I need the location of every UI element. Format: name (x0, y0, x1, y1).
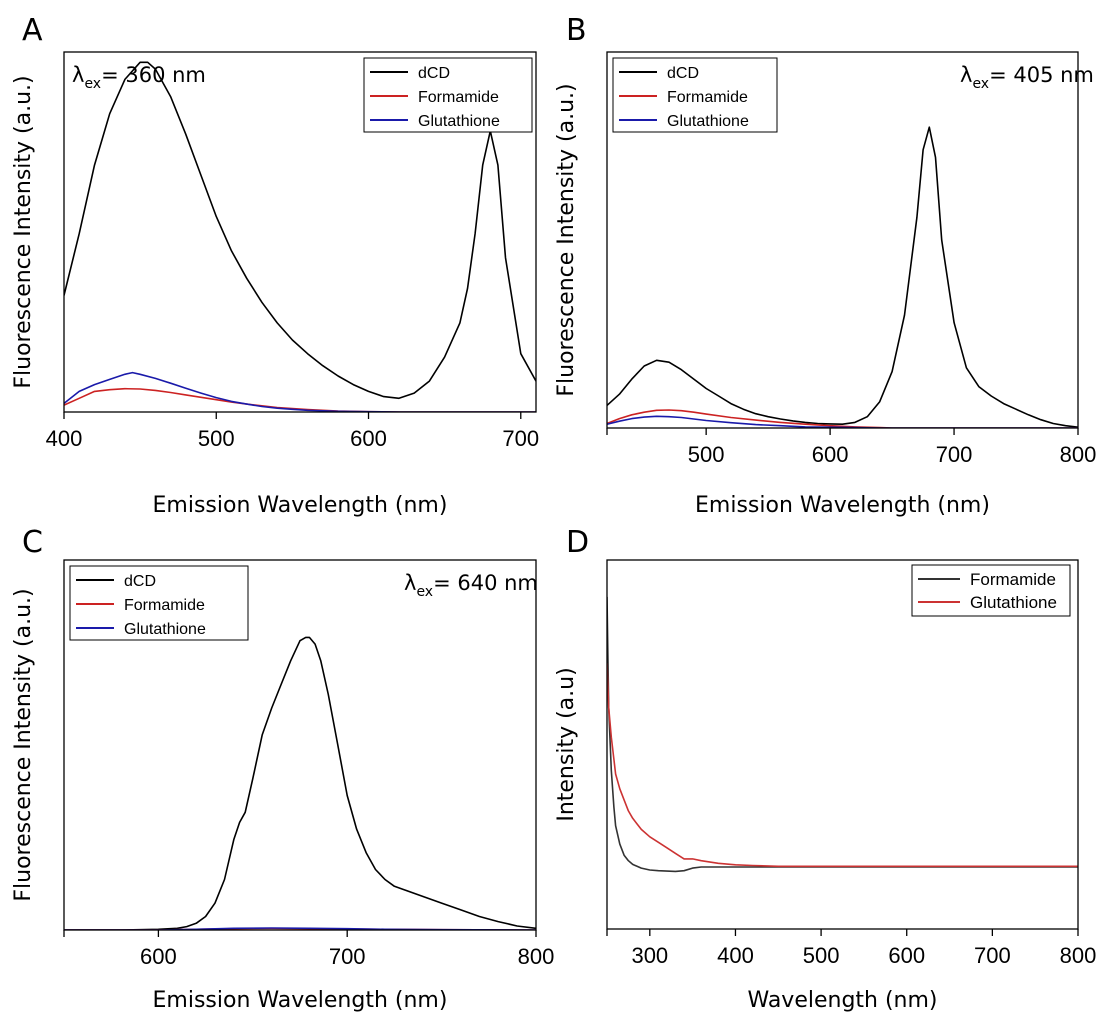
legend-entry: dCD (418, 65, 450, 82)
x-tick-label: 600 (350, 426, 387, 451)
x-axis-title: Emission Wavelength (nm) (695, 493, 990, 518)
x-tick-label: 700 (502, 426, 539, 451)
plot-frame (63, 51, 537, 413)
x-tick-label: 400 (46, 426, 83, 451)
panel-label: B (566, 13, 587, 48)
panel-d: D 300 400 500 600 700 800 Wavelength (nm) Intens… (554, 525, 1096, 1013)
legend-entry: dCD (124, 573, 156, 590)
legend-entry: Glutathione (970, 593, 1057, 612)
x-tick-label: 600 (812, 442, 849, 467)
panel-a: A 400 500 600 700 Emission Wavelength (nm) Flu… (11, 13, 539, 518)
plot-frame (606, 51, 1079, 429)
y-axis-title: Fluorescence Intensity (a.u.) (11, 75, 36, 388)
plot-frame (606, 559, 1079, 930)
panel-c: C 600 700 800 Emission Wavelength (nm) Fluore… (11, 525, 554, 1013)
legend-entry: Formamide (970, 570, 1056, 589)
x-axis-title: Wavelength (nm) (747, 988, 937, 1013)
x-tick-label: 700 (936, 442, 973, 467)
x-tick-label: 800 (518, 944, 555, 969)
series-line-glutathione (607, 415, 1078, 428)
panel-b: B 500 600 700 800 Emission Wavelength (nm) Flu… (554, 13, 1096, 518)
legend-entry: Glutathione (418, 113, 500, 130)
y-axis-title: Fluorescence Intensity (a.u.) (11, 588, 36, 901)
series-line-glutathione (64, 371, 536, 412)
series-line-glutathione (607, 663, 1078, 868)
y-axis-title: Fluorescence Intensity (a.u.) (554, 83, 579, 396)
legend: dCD Formamide Glutathione (69, 565, 249, 641)
x-tick-label: 800 (1060, 943, 1097, 968)
legend-entry: Glutathione (124, 621, 206, 638)
series-line-dcd (607, 126, 1078, 428)
excitation-annotation: λex= 640 nm (404, 571, 538, 600)
series-line-formamide (607, 409, 1078, 428)
x-tick-label: 700 (329, 944, 366, 969)
series-line-formamide (64, 387, 536, 412)
plot-frame (63, 559, 537, 931)
x-tick-label: 700 (974, 943, 1011, 968)
legend-entry: dCD (667, 65, 699, 82)
x-tick-label: 500 (198, 426, 235, 451)
x-axis-title: Emission Wavelength (nm) (153, 988, 448, 1013)
legend: dCD Formamide Glutathione (363, 57, 533, 133)
x-tick-label: 500 (688, 442, 725, 467)
series-line-dcd (64, 61, 536, 400)
panel-label: A (22, 13, 43, 48)
x-tick-label: 300 (631, 943, 668, 968)
panel-label: C (22, 525, 43, 560)
series-line-formamide (607, 596, 1078, 873)
y-axis-title: Intensity (a.u) (554, 667, 579, 821)
legend-entry: Glutathione (667, 113, 749, 130)
legend-entry: Formamide (667, 89, 748, 106)
x-tick-label: 600 (888, 943, 925, 968)
x-tick-label: 500 (803, 943, 840, 968)
legend-entry: Formamide (418, 89, 499, 106)
panel-label: D (566, 525, 589, 560)
legend: dCD Formamide Glutathione (612, 57, 778, 133)
legend-entry: Formamide (124, 597, 205, 614)
series-line-dcd (64, 636, 536, 930)
legend-box (911, 564, 1071, 617)
legend: Formamide Glutathione (911, 564, 1071, 617)
excitation-annotation: λex= 405 nm (960, 63, 1094, 92)
x-tick-label: 600 (140, 944, 177, 969)
x-axis-title: Emission Wavelength (nm) (153, 493, 448, 518)
x-tick-label: 400 (717, 943, 754, 968)
x-tick-label: 800 (1060, 442, 1097, 467)
excitation-annotation: λex= 360 nm (72, 63, 206, 92)
